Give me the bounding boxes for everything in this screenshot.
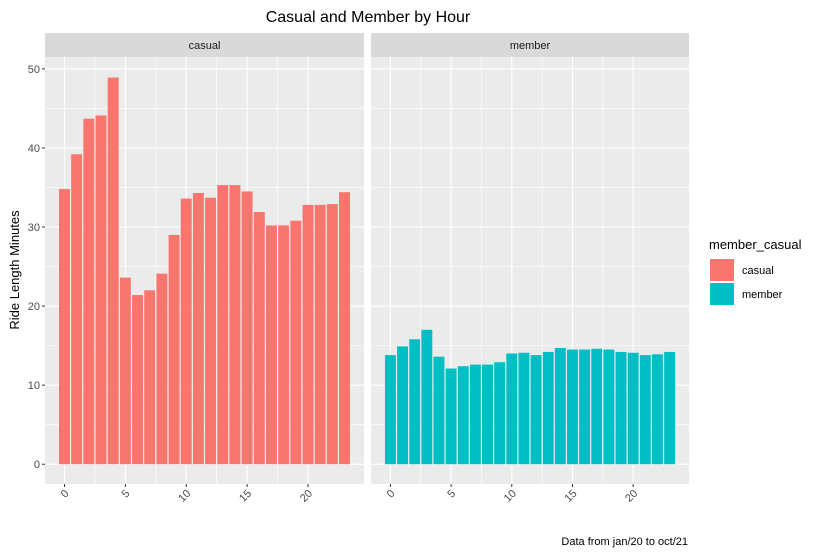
- chart-title: Casual and Member by Hour: [266, 9, 471, 26]
- x-tick-label: 20: [298, 488, 315, 505]
- bar-member-hour-23: [664, 351, 676, 465]
- bar-member-hour-22: [651, 354, 663, 465]
- bar-member-hour-7: [469, 364, 481, 465]
- x-tick-label: 0: [59, 488, 72, 501]
- x-tick-label: 10: [502, 488, 519, 505]
- facet-strip: [371, 33, 689, 57]
- bar-member-hour-15: [567, 349, 578, 465]
- facet-panel-member: member 0 5 10 15 20: [371, 33, 689, 505]
- facet-panel-casual: casual 0 5 10 15 20 0 10 20 30 40 50: [28, 33, 364, 505]
- bar-member-hour-11: [518, 352, 530, 465]
- bar-casual-hour-22: [326, 204, 338, 465]
- y-tick-label: 50: [28, 64, 40, 76]
- y-tick-label: 0: [34, 459, 40, 471]
- bar-member-hour-16: [579, 349, 591, 465]
- legend-key-casual: [710, 259, 734, 281]
- bar-member-hour-10: [506, 353, 518, 465]
- bar-member-hour-13: [542, 351, 554, 465]
- bar-casual-hour-23: [339, 192, 350, 465]
- bar-casual-hour-5: [119, 277, 131, 465]
- bar-casual-hour-14: [229, 185, 241, 465]
- bar-casual-hour-12: [205, 197, 217, 465]
- bar-casual-hour-8: [156, 273, 168, 465]
- x-tick-label: 0: [385, 488, 398, 501]
- bar-member-hour-14: [554, 347, 566, 465]
- facet-panels: casual 0 5 10 15 20 0 10 20 30 40 50 member 0 5 10 15 20: [28, 33, 689, 505]
- bar-casual-hour-18: [278, 225, 290, 465]
- bar-member-hour-12: [530, 355, 542, 465]
- bar-member-hour-6: [457, 366, 469, 465]
- bar-casual-hour-2: [83, 118, 95, 465]
- bar-casual-hour-13: [217, 185, 229, 465]
- bar-casual-hour-7: [144, 290, 156, 465]
- bar-casual-hour-19: [290, 220, 302, 465]
- x-tick-label: 5: [445, 488, 458, 501]
- bar-casual-hour-15: [241, 191, 253, 465]
- legend-title: member_casual: [709, 237, 802, 252]
- bar-member-hour-1: [397, 346, 409, 465]
- bar-member-hour-20: [627, 352, 639, 465]
- x-tick-label: 15: [237, 488, 254, 505]
- bar-member-hour-4: [433, 356, 445, 465]
- y-tick-label: 30: [28, 222, 40, 234]
- facet-strip-label: casual: [189, 40, 221, 52]
- x-tick-label: 20: [623, 488, 640, 505]
- bar-member-hour-19: [615, 351, 627, 465]
- bar-member-hour-3: [421, 329, 433, 465]
- y-axis-title: Ride Length Minutes: [7, 210, 22, 330]
- bar-casual-hour-0: [59, 189, 70, 465]
- bar-member-hour-8: [482, 364, 493, 465]
- bar-member-hour-9: [494, 362, 506, 465]
- bar-member-hour-21: [639, 355, 651, 465]
- bar-casual-hour-1: [71, 154, 83, 465]
- x-tick-label: 10: [176, 488, 193, 505]
- bar-casual-hour-3: [95, 115, 107, 465]
- bar-casual-hour-16: [253, 211, 265, 465]
- bar-casual-hour-10: [180, 198, 192, 465]
- bar-casual-hour-9: [168, 234, 180, 465]
- facet-strip-label: member: [510, 40, 551, 52]
- bar-casual-hour-11: [192, 193, 204, 465]
- bar-member-hour-2: [409, 339, 421, 465]
- facet-strip: [45, 33, 364, 57]
- bar-casual-hour-20: [302, 204, 314, 465]
- bar-casual-hour-6: [132, 295, 144, 465]
- legend-key-member: [710, 283, 734, 305]
- y-tick-label: 20: [28, 301, 40, 313]
- bar-casual-hour-17: [265, 225, 277, 465]
- legend: member_casual casual member: [709, 237, 802, 305]
- bar-casual-hour-21: [314, 204, 326, 465]
- chart-caption: Data from jan/20 to oct/21: [561, 536, 688, 548]
- x-tick-label: 5: [120, 488, 133, 501]
- bar-casual-hour-4: [107, 77, 119, 465]
- bar-member-hour-5: [445, 368, 457, 465]
- x-tick-label: 15: [562, 488, 579, 505]
- legend-label-member: member: [742, 289, 783, 301]
- bar-member-hour-18: [603, 349, 615, 465]
- bar-member-hour-17: [591, 348, 603, 465]
- y-tick-label: 10: [28, 380, 40, 392]
- legend-label-casual: casual: [742, 265, 774, 277]
- bar-member-hour-0: [384, 355, 396, 465]
- y-tick-label: 40: [28, 143, 40, 155]
